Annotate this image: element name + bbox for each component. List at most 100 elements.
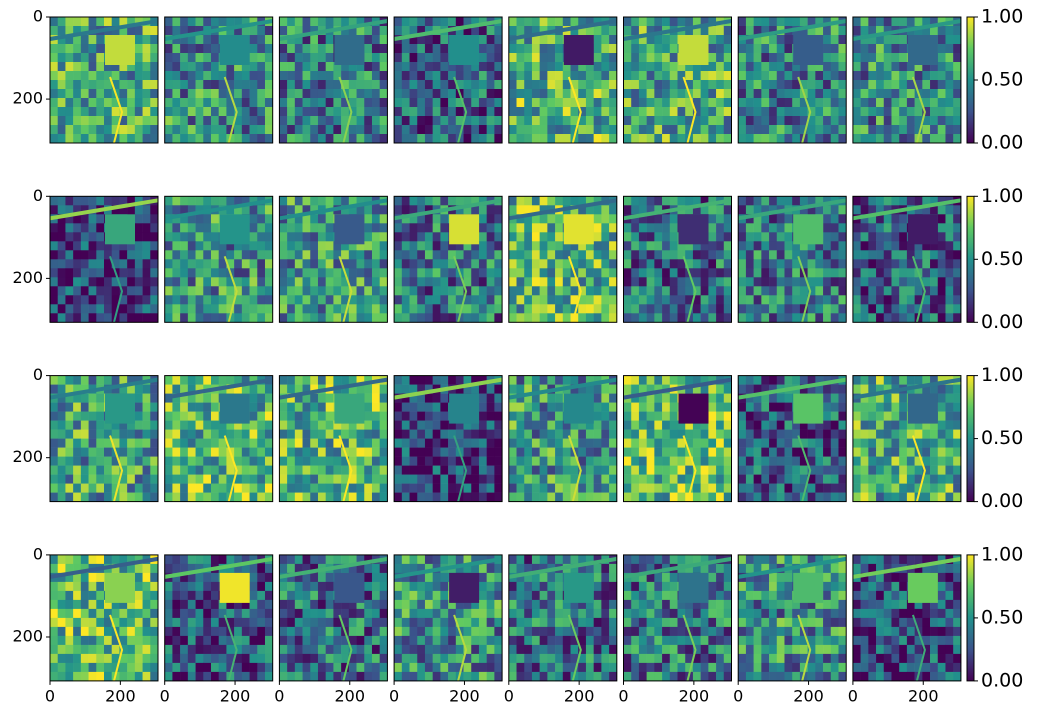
pixel-cell xyxy=(623,250,632,260)
pixel-cell xyxy=(883,107,892,117)
pixel-cell xyxy=(88,402,97,412)
pixel-cell xyxy=(508,420,517,430)
pixel-cell xyxy=(333,304,342,314)
pixel-cell xyxy=(891,313,900,323)
pixel-cell xyxy=(264,277,273,287)
pixel-cell xyxy=(65,53,74,63)
pixel-cell xyxy=(677,295,686,305)
pixel-cell xyxy=(50,250,59,260)
pixel-cell xyxy=(111,483,120,493)
pixel-cell xyxy=(899,456,908,466)
pixel-cell xyxy=(838,89,847,99)
pixel-cell xyxy=(279,62,288,72)
pixel-cell xyxy=(119,420,128,430)
pixel-cell xyxy=(294,26,303,36)
pixel-cell xyxy=(761,196,770,206)
pixel-cell xyxy=(172,438,181,448)
pixel-cell xyxy=(922,125,931,135)
pixel-cell xyxy=(562,107,571,117)
pixel-cell xyxy=(471,17,480,27)
pixel-cell xyxy=(776,196,785,206)
pixel-cell xyxy=(585,474,594,484)
pixel-cell xyxy=(738,402,747,412)
pixel-cell xyxy=(241,205,250,215)
pixel-cell xyxy=(164,205,173,215)
pixel-cell xyxy=(823,53,832,63)
pixel-cell xyxy=(257,134,266,144)
pixel-cell xyxy=(609,223,618,233)
pixel-cell xyxy=(891,402,900,412)
pixel-cell xyxy=(73,80,82,90)
pixel-cell xyxy=(700,241,709,251)
pixel-cell xyxy=(65,62,74,72)
pixel-cell xyxy=(241,259,250,269)
pixel-cell xyxy=(638,35,647,45)
pixel-cell xyxy=(646,259,655,269)
pixel-cell xyxy=(394,71,403,81)
pixel-cell xyxy=(432,286,441,296)
pixel-cell xyxy=(891,196,900,206)
pixel-cell xyxy=(486,456,495,466)
pixel-cell xyxy=(745,125,754,135)
pixel-cell xyxy=(891,411,900,421)
pixel-cell xyxy=(180,98,189,108)
pixel-cell xyxy=(914,98,923,108)
pixel-cell xyxy=(914,205,923,215)
pixel-cell xyxy=(562,17,571,27)
pixel-cell xyxy=(379,277,388,287)
pixel-cell xyxy=(448,465,457,475)
pixel-cell xyxy=(585,80,594,90)
pixel-cell xyxy=(716,277,725,287)
pixel-cell xyxy=(127,259,136,269)
pixel-cell xyxy=(111,465,120,475)
pixel-cell xyxy=(187,223,196,233)
pixel-cell xyxy=(440,53,449,63)
pixel-cell xyxy=(80,456,89,466)
pixel-cell xyxy=(815,295,824,305)
pixel-cell xyxy=(294,53,303,63)
pixel-cell xyxy=(440,17,449,27)
pixel-cell xyxy=(440,393,449,403)
pixel-cell xyxy=(50,447,59,457)
pixel-cell xyxy=(302,17,311,27)
pixel-cell xyxy=(601,268,610,278)
pixel-cell xyxy=(88,98,97,108)
pixel-cell xyxy=(325,89,334,99)
pixel-cell xyxy=(769,402,778,412)
pixel-cell xyxy=(593,456,602,466)
pixel-cell xyxy=(127,384,136,394)
pixel-cell xyxy=(364,375,373,385)
pixel-cell xyxy=(203,304,212,314)
pixel-cell xyxy=(723,304,732,314)
pixel-cell xyxy=(486,35,495,45)
pixel-cell xyxy=(815,62,824,72)
pixel-cell xyxy=(134,608,143,619)
pixel-cell xyxy=(578,277,587,287)
pixel-cell xyxy=(440,438,449,448)
pixel-cell xyxy=(241,474,250,484)
pixel-cell xyxy=(486,80,495,90)
pixel-cell xyxy=(180,223,189,233)
pixel-cell xyxy=(906,295,915,305)
pixel-cell xyxy=(119,205,128,215)
pixel-cell xyxy=(815,134,824,144)
pixel-cell xyxy=(333,125,342,135)
pixel-cell xyxy=(776,53,785,63)
building xyxy=(793,35,824,65)
pixel-cell xyxy=(716,411,725,421)
pixel-cell xyxy=(302,98,311,108)
pixel-cell xyxy=(172,465,181,475)
pixel-cell xyxy=(203,402,212,412)
pixel-cell xyxy=(424,116,433,126)
pixel-cell xyxy=(508,107,517,117)
building xyxy=(105,214,135,245)
pixel-cell xyxy=(723,89,732,99)
pixel-cell xyxy=(210,116,219,126)
pixel-cell xyxy=(287,313,296,323)
pixel-cell xyxy=(601,304,610,314)
pixel-cell xyxy=(792,89,801,99)
pixel-cell xyxy=(172,196,181,206)
pixel-cell xyxy=(494,205,503,215)
pixel-cell xyxy=(371,232,380,242)
pixel-cell xyxy=(394,116,403,126)
